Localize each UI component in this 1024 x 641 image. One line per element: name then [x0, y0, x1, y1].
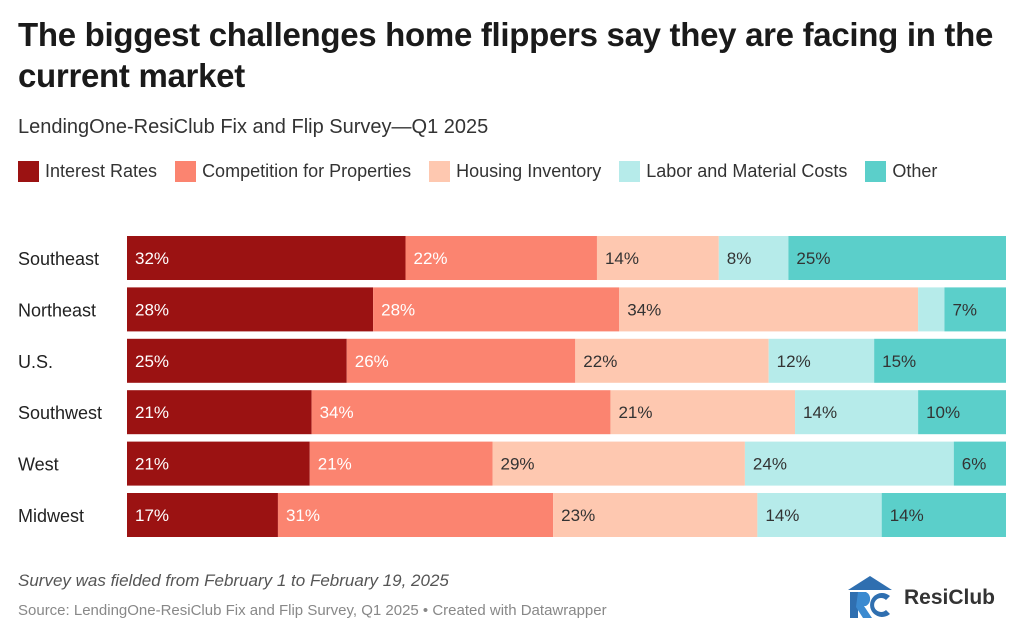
bar-segment [311, 390, 611, 435]
legend-label: Housing Inventory [456, 160, 602, 181]
data-label: 21% [318, 455, 352, 474]
bar-segment [346, 338, 576, 383]
bar-segment [918, 287, 945, 332]
legend-swatch [429, 160, 451, 182]
bar-segment [795, 390, 919, 435]
bar-segment [277, 493, 554, 537]
legend-label: Other [892, 160, 938, 181]
bar-segment [373, 287, 620, 332]
row-label: Northeast [18, 300, 96, 320]
bar-segment [757, 493, 882, 537]
resiclub-logo: ResiClub [846, 574, 995, 622]
stacked-bar-chart: Southeast 32% 22% 14% 8% 25% Northeast 28% 28% 34… [18, 236, 1006, 537]
data-label: 12% [777, 352, 811, 371]
legend-label: Labor and Material Costs [646, 160, 848, 181]
bar-segment [944, 287, 1006, 332]
bar-segment [874, 338, 1006, 383]
data-label: 23% [561, 506, 595, 525]
data-label: 7% [952, 300, 977, 319]
data-label: 34% [627, 300, 661, 319]
legend-item: Competition for Properties [175, 159, 411, 183]
bar-segment [718, 236, 789, 280]
legend-swatch [18, 160, 39, 182]
data-label: 31% [286, 506, 320, 525]
row-label: Southwest [18, 403, 102, 423]
data-label: 26% [355, 352, 389, 371]
data-label: 34% [320, 403, 354, 422]
bar-segment [492, 441, 745, 486]
brand-name: ResiClub [904, 586, 996, 609]
row-label: West [18, 455, 59, 475]
data-label: 28% [381, 300, 415, 319]
data-label: 21% [135, 455, 169, 474]
bar-segment [553, 493, 758, 537]
bar-segment [127, 236, 406, 280]
data-label: 24% [753, 455, 787, 474]
chart-subtitle: LendingOne-ResiClub Fix and Flip Survey—… [18, 116, 489, 138]
data-label: 17% [135, 506, 169, 525]
data-label: 28% [135, 300, 169, 319]
data-label: 8% [727, 249, 752, 268]
data-label: 14% [765, 506, 799, 525]
bar-segment [127, 287, 374, 332]
data-label: 32% [135, 249, 169, 268]
legend-item: Housing Inventory [429, 159, 601, 183]
data-label: 10% [926, 403, 960, 422]
data-label: 22% [413, 249, 447, 268]
bar-segment [127, 441, 310, 486]
data-label: 15% [882, 352, 916, 371]
resiclub-logo-icon [848, 576, 892, 618]
legend-item: Interest Rates [18, 159, 157, 183]
row-label: Midwest [18, 506, 84, 526]
data-label: 14% [605, 249, 639, 268]
row-label: Southeast [18, 249, 99, 269]
data-label: 6% [962, 455, 987, 474]
bar-segment [788, 236, 1006, 280]
bar-segment [575, 338, 769, 383]
data-label: 14% [890, 506, 924, 525]
bar-segment [610, 390, 796, 435]
bar-segment [127, 390, 312, 435]
source-line: Source: LendingOne-ResiClub Fix and Flip… [18, 602, 607, 619]
legend-label: Competition for Properties [202, 160, 412, 181]
data-label: 21% [618, 403, 652, 422]
bar-segment [127, 338, 347, 383]
bar-segment [881, 493, 1006, 537]
bar-segment [619, 287, 919, 332]
row-label: U.S. [18, 352, 53, 372]
data-label: 21% [135, 403, 169, 422]
legend-swatch [865, 160, 887, 182]
survey-note: Survey was fielded from February 1 to Fe… [18, 571, 449, 590]
bar-segment [405, 236, 597, 280]
legend-swatch [175, 160, 197, 182]
legend-swatch [619, 160, 641, 182]
bar-segment [953, 441, 1006, 486]
bar-segment [744, 441, 954, 486]
bar-segment [309, 441, 493, 486]
bar-segment [127, 493, 278, 537]
data-label: 25% [135, 352, 169, 371]
chart-title: The biggest challenges home flippers say… [18, 16, 994, 94]
bar-segment [918, 390, 1006, 435]
data-label: 25% [796, 249, 830, 268]
legend-label: Interest Rates [45, 160, 158, 181]
legend-item: Other [865, 159, 937, 183]
legend: Interest Rates Competition for Properties… [18, 159, 1008, 183]
data-label: 14% [803, 403, 837, 422]
data-label: 29% [501, 455, 535, 474]
legend-item: Labor and Material Costs [619, 159, 847, 183]
bar-segment [596, 236, 719, 280]
bar-segment [768, 338, 875, 383]
data-label: 22% [583, 352, 617, 371]
